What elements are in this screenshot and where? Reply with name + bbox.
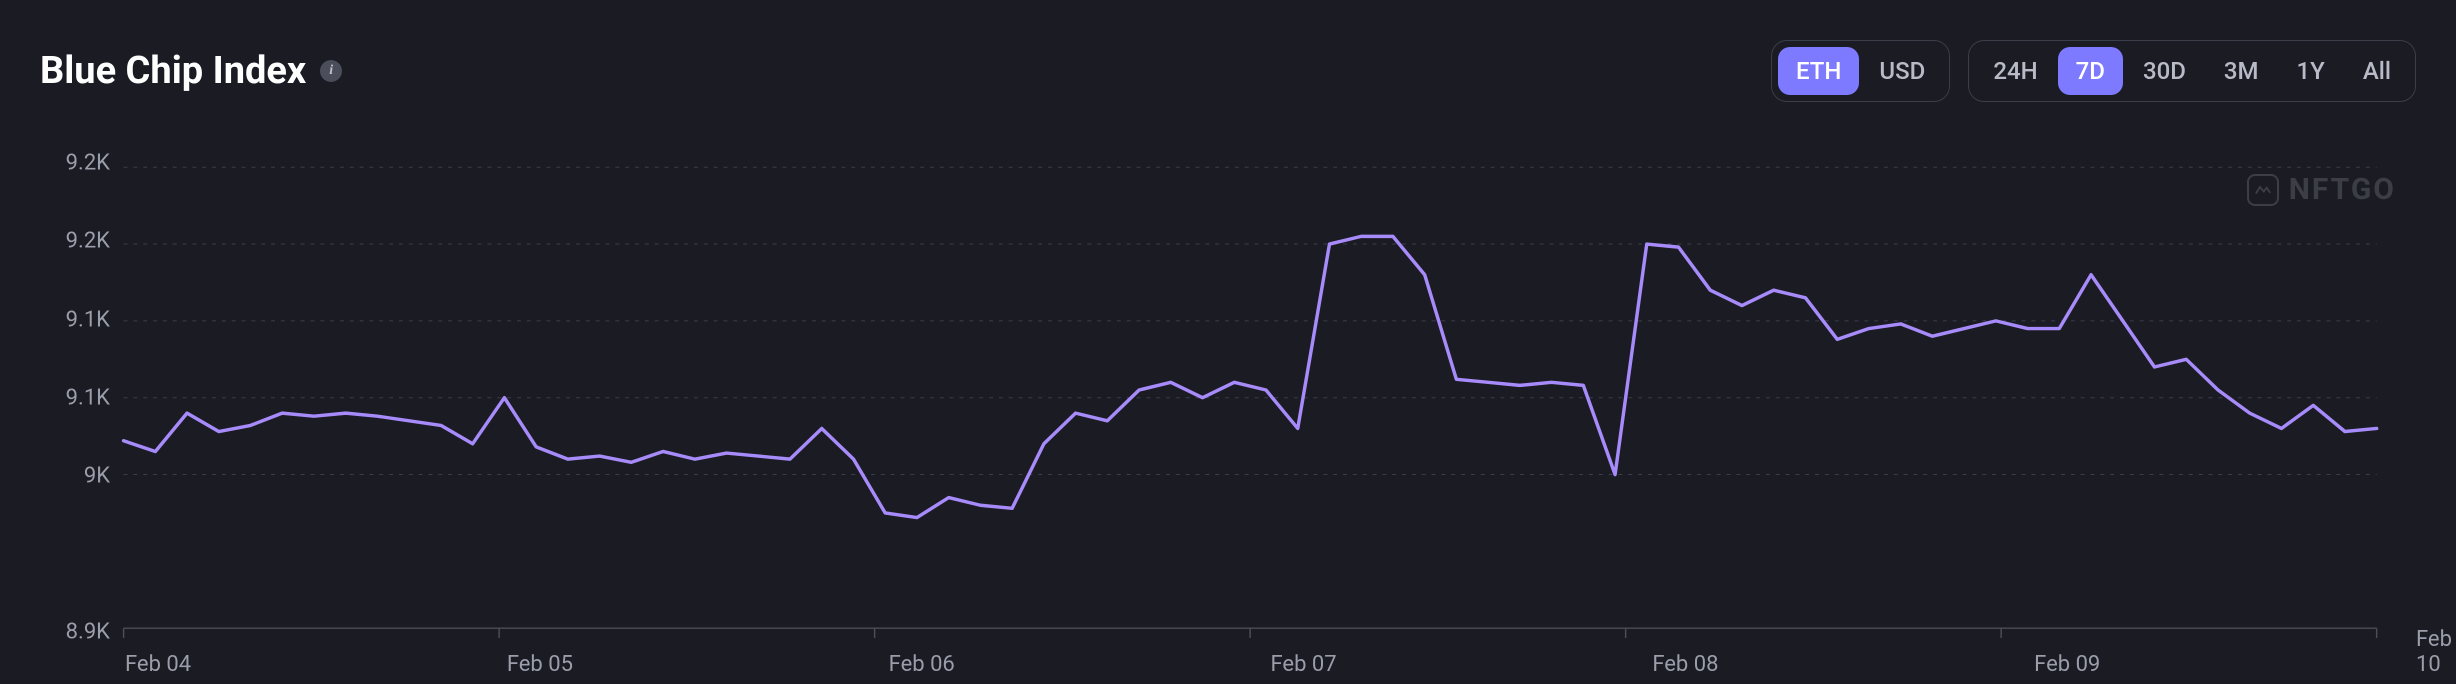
currency-option-eth[interactable]: ETH bbox=[1778, 47, 1859, 95]
x-tick-label: Feb 05 bbox=[507, 652, 573, 677]
page-title: Blue Chip Index bbox=[40, 49, 306, 93]
chart-container: Blue Chip Index i ETHUSD 24H7D30D3M1YAll… bbox=[0, 0, 2456, 684]
range-option-30d[interactable]: 30D bbox=[2125, 47, 2204, 95]
y-tick-label: 9.2K bbox=[40, 151, 110, 176]
y-tick-label: 8.9K bbox=[40, 620, 110, 645]
range-option-24h[interactable]: 24H bbox=[1975, 47, 2055, 95]
x-tick-label: Feb 10 bbox=[2416, 627, 2452, 677]
y-tick-label: 9.2K bbox=[40, 229, 110, 254]
range-option-1y[interactable]: 1Y bbox=[2279, 47, 2343, 95]
controls: ETHUSD 24H7D30D3M1YAll bbox=[1771, 40, 2416, 102]
range-option-all[interactable]: All bbox=[2345, 47, 2409, 95]
watermark: NFTGO bbox=[2247, 172, 2396, 207]
currency-toggle: ETHUSD bbox=[1771, 40, 1950, 102]
watermark-icon bbox=[2247, 174, 2279, 206]
x-tick-label: Feb 06 bbox=[889, 652, 955, 677]
info-icon[interactable]: i bbox=[320, 60, 342, 82]
y-tick-label: 9.1K bbox=[40, 307, 110, 332]
x-tick-label: Feb 07 bbox=[1271, 652, 1337, 677]
range-option-3m[interactable]: 3M bbox=[2206, 47, 2277, 95]
watermark-text: NFTGO bbox=[2289, 172, 2396, 207]
currency-option-usd[interactable]: USD bbox=[1861, 47, 1943, 95]
x-tick-label: Feb 09 bbox=[2034, 652, 2100, 677]
x-tick-label: Feb 04 bbox=[125, 652, 191, 677]
y-tick-label: 9.1K bbox=[40, 385, 110, 410]
range-option-7d[interactable]: 7D bbox=[2058, 47, 2123, 95]
line-chart bbox=[40, 122, 2416, 682]
header: Blue Chip Index i ETHUSD 24H7D30D3M1YAll bbox=[40, 40, 2416, 102]
chart-area: 8.9K 9K 9.1K 9.1K 9.2K 9.2K Feb 04 Feb 05 Feb 0… bbox=[40, 122, 2416, 682]
x-tick-label: Feb 08 bbox=[1652, 652, 1718, 677]
range-toggle: 24H7D30D3M1YAll bbox=[1968, 40, 2416, 102]
y-tick-label: 9K bbox=[40, 463, 110, 488]
title-wrap: Blue Chip Index i bbox=[40, 49, 342, 93]
